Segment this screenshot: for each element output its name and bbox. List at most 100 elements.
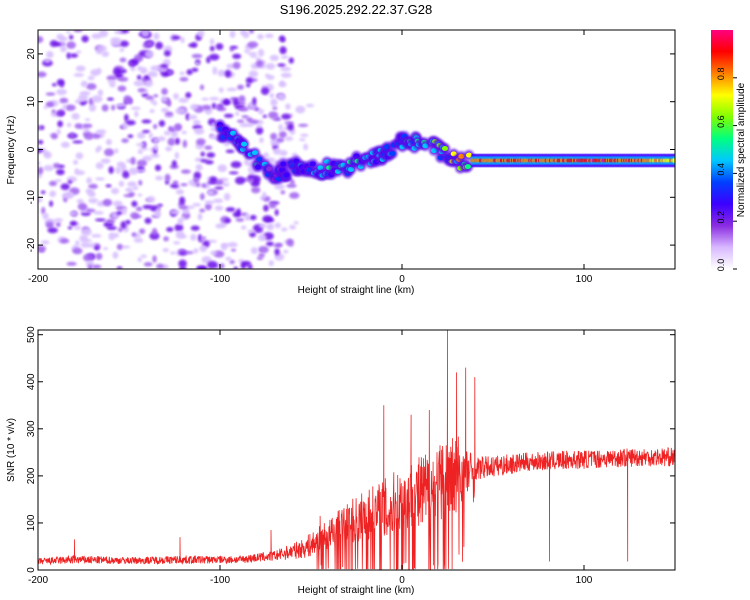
signal-core xyxy=(389,150,396,156)
noise-blob xyxy=(60,141,70,148)
noise-blob xyxy=(97,145,102,151)
noise-blob xyxy=(225,256,232,261)
noise-blob xyxy=(81,35,89,43)
noise-blob xyxy=(192,203,201,207)
noise-blob xyxy=(274,248,280,256)
noise-blob xyxy=(51,109,56,114)
noise-blob xyxy=(45,101,55,108)
noise-blob xyxy=(41,206,46,215)
noise-blob xyxy=(256,124,262,128)
noise-blob xyxy=(201,183,207,188)
noise-blob xyxy=(38,161,41,166)
noise-blob xyxy=(232,53,242,60)
noise-blob xyxy=(268,111,279,119)
noise-blob xyxy=(235,217,245,222)
noise-blob xyxy=(46,51,54,59)
noise-blob xyxy=(153,94,159,98)
noise-blob xyxy=(103,247,109,251)
noise-blob xyxy=(195,182,201,188)
noise-blob xyxy=(128,167,139,175)
noise-blob xyxy=(107,80,117,84)
noise-blob xyxy=(257,108,265,115)
noise-blob xyxy=(122,170,130,179)
noise-blob xyxy=(88,103,97,112)
figure-title: S196.2025.292.22.37.G28 xyxy=(280,2,433,17)
noise-blob xyxy=(201,256,212,264)
noise-blob xyxy=(224,218,232,223)
noise-blob xyxy=(258,223,267,229)
noise-blob xyxy=(188,114,198,120)
noise-blob xyxy=(131,232,137,237)
snr-series-line xyxy=(38,330,675,570)
spectrogram-y-label: Frequency (Hz) xyxy=(6,116,17,185)
noise-blob xyxy=(209,96,220,101)
noise-blob xyxy=(130,59,139,65)
noise-blob xyxy=(114,30,123,35)
noise-blob xyxy=(250,247,258,255)
colorbar-ticks: 0.0 0.2 0.4 0.6 0.8 xyxy=(716,68,737,271)
x-tick-label: 100 xyxy=(576,575,593,586)
noise-blob xyxy=(95,252,103,260)
noise-blob xyxy=(110,187,120,195)
noise-blob xyxy=(237,84,245,90)
noise-blob xyxy=(248,70,259,78)
signal-core xyxy=(266,166,273,172)
noise-blob xyxy=(155,175,164,181)
noise-blob xyxy=(100,158,111,164)
noise-blob xyxy=(234,176,246,185)
noise-blob xyxy=(67,180,73,184)
noise-blob xyxy=(147,70,158,78)
signal-core xyxy=(348,166,355,172)
noise-blob xyxy=(55,221,61,228)
noise-blob xyxy=(58,164,65,169)
noise-blob xyxy=(257,34,264,40)
noise-blob xyxy=(160,95,168,103)
noise-blob xyxy=(121,122,129,130)
noise-blob xyxy=(248,119,259,125)
noise-blob xyxy=(38,35,44,44)
noise-blob xyxy=(220,243,228,251)
spectrogram-x-label: Height of straight line (km) xyxy=(298,285,415,296)
noise-blob xyxy=(56,88,67,96)
noise-blob xyxy=(200,159,209,163)
noise-blob xyxy=(153,32,160,40)
noise-blob xyxy=(256,256,264,260)
noise-blob xyxy=(73,72,85,77)
colorbar-bar xyxy=(711,30,733,269)
noise-blob xyxy=(67,226,73,230)
noise-blob xyxy=(77,202,88,211)
noise-blob xyxy=(217,69,226,77)
y-tick-label: 200 xyxy=(26,467,37,484)
noise-blob xyxy=(170,251,176,255)
noise-blob xyxy=(135,206,143,212)
noise-blob xyxy=(54,218,63,223)
noise-blob xyxy=(137,88,146,92)
snr-panel: -200 -100 0 100 0 100 200 300 400 500 Height of … xyxy=(6,326,676,596)
noise-blob xyxy=(173,93,179,100)
noise-blob xyxy=(190,225,200,231)
noise-blob xyxy=(136,74,142,81)
signal-core xyxy=(255,164,262,170)
signal-core xyxy=(441,145,448,151)
noise-blob xyxy=(247,123,254,127)
signal-core xyxy=(450,151,457,157)
noise-blob xyxy=(132,185,139,191)
noise-blob xyxy=(266,222,275,231)
snr-background xyxy=(38,330,675,570)
noise-blob xyxy=(59,36,68,42)
noise-blob xyxy=(47,227,58,234)
noise-blob xyxy=(162,248,170,253)
noise-blob xyxy=(217,164,227,173)
noise-blob xyxy=(56,169,65,176)
noise-blob xyxy=(57,120,63,128)
noise-blob xyxy=(178,248,186,253)
signal-core xyxy=(458,153,465,159)
noise-blob xyxy=(104,148,115,157)
noise-blob xyxy=(229,259,235,265)
noise-blob xyxy=(255,60,264,68)
noise-blob xyxy=(255,126,264,135)
noise-blob xyxy=(112,232,119,238)
noise-blob xyxy=(180,183,188,187)
noise-blob xyxy=(95,177,105,181)
